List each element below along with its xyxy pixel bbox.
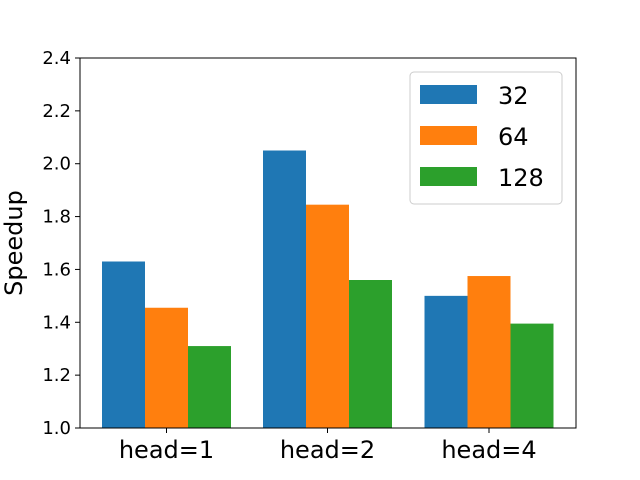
bar-128-head=1	[188, 346, 231, 428]
y-tick-label: 2.4	[42, 48, 71, 69]
y-tick-label: 1.8	[42, 207, 71, 228]
bar-32-head=1	[102, 261, 145, 428]
legend-label-64: 64	[498, 123, 529, 151]
y-axis-ticks: 1.0 1.2 1.4 1.6 1.8 2.0 2.2 2.4	[42, 48, 80, 439]
x-axis-ticks: head=1 head=2 head=4	[119, 428, 537, 464]
legend-label-128: 128	[498, 164, 544, 192]
y-tick-label: 1.0	[42, 418, 71, 439]
bar-128-head=4	[510, 323, 554, 428]
bar-64-head=2	[306, 204, 349, 428]
legend-label-32: 32	[498, 82, 529, 110]
legend-swatch-128	[420, 167, 477, 186]
legend-swatch-32	[420, 85, 477, 104]
y-axis-title: Speedup	[0, 190, 28, 296]
x-tick-label: head=1	[119, 436, 214, 464]
y-tick-label: 1.2	[42, 365, 71, 386]
plot-frame	[79, 57, 577, 429]
y-tick-label: 1.4	[42, 312, 71, 333]
legend: 32 64 128	[409, 71, 563, 205]
legend-swatch-64	[420, 126, 477, 145]
bar-64-head=1	[145, 307, 188, 428]
bar-64-head=4	[467, 276, 511, 428]
x-tick-label: head=2	[280, 436, 375, 464]
x-tick-label: head=4	[441, 436, 536, 464]
y-tick-label: 1.6	[42, 259, 71, 280]
y-tick-label: 2.0	[42, 154, 71, 175]
bars-group	[102, 150, 554, 428]
bar-32-head=4	[424, 295, 468, 428]
y-tick-label: 2.2	[42, 101, 71, 122]
bar-128-head=2	[349, 280, 392, 428]
bar-32-head=2	[263, 150, 306, 428]
